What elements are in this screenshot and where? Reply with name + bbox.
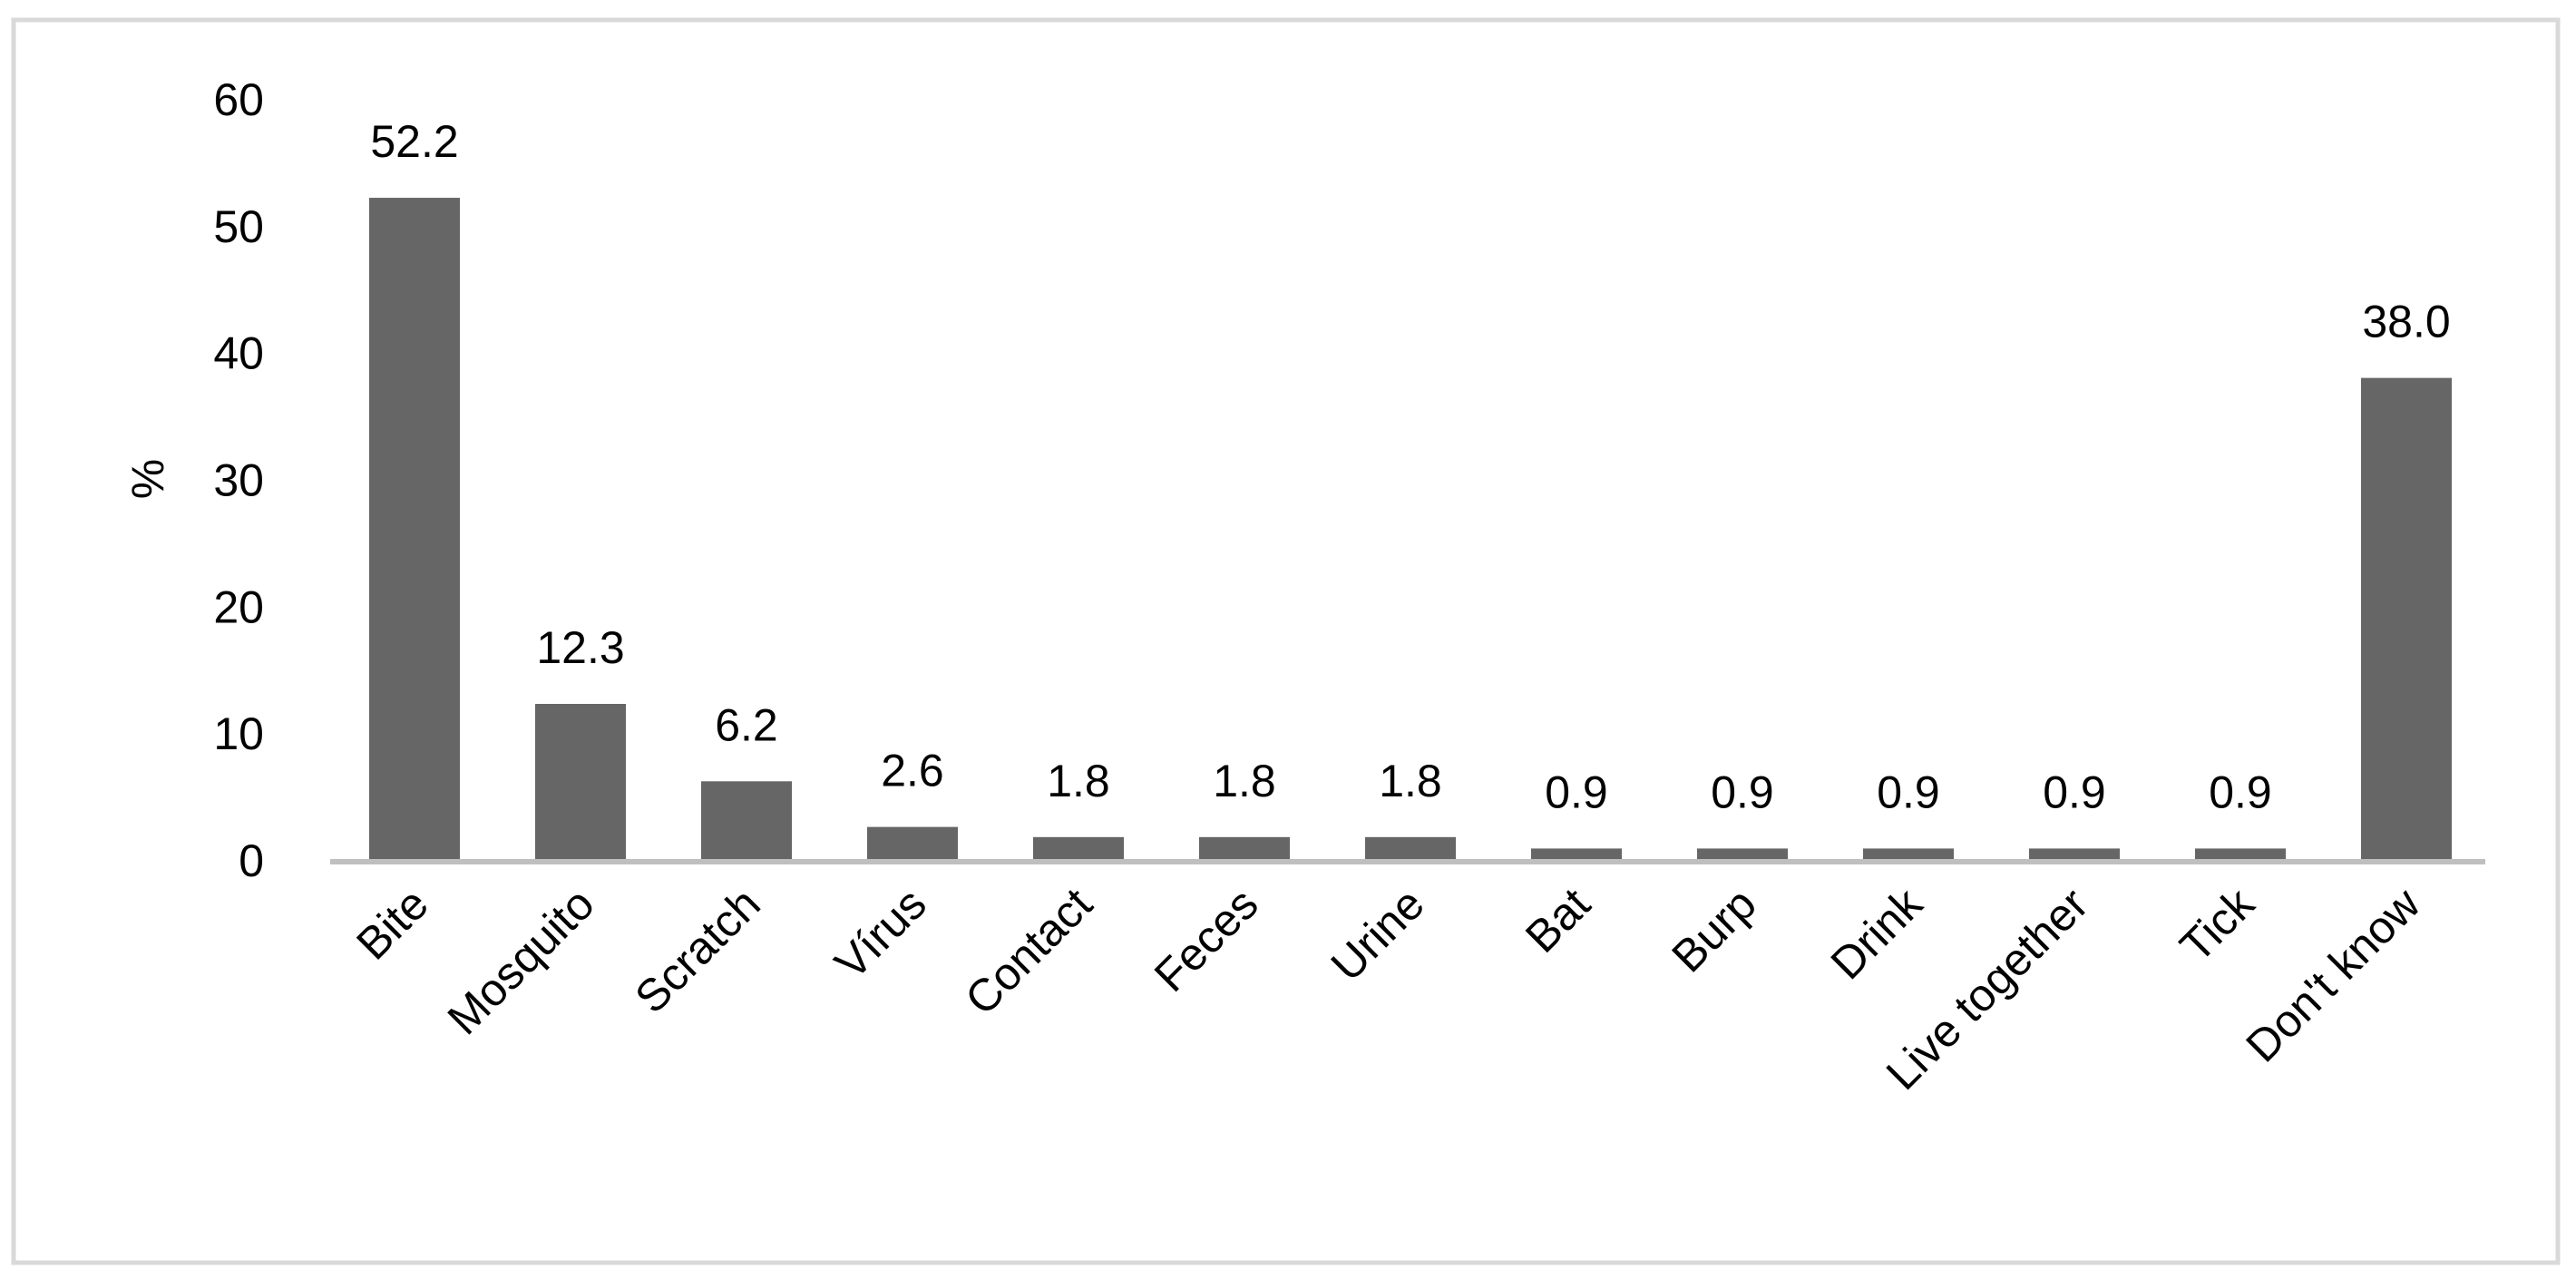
bar (369, 198, 460, 860)
bar (701, 781, 792, 860)
y-tick-label: 60 (213, 74, 264, 125)
data-label: 0.9 (1545, 766, 1608, 817)
bar (1199, 836, 1290, 860)
bar (1531, 848, 1622, 860)
data-label: 0.9 (2043, 766, 2106, 817)
y-tick-label: 20 (213, 581, 264, 632)
data-label: 38.0 (2362, 297, 2450, 347)
data-label: 1.8 (1379, 756, 1442, 806)
data-label: 12.3 (536, 622, 624, 673)
y-tick-label: 40 (213, 328, 264, 379)
data-label: 1.8 (1047, 756, 1110, 806)
data-label: 52.2 (370, 116, 458, 167)
y-tick-label: 10 (213, 708, 264, 759)
bar (2195, 848, 2286, 860)
y-tick-label: 30 (213, 455, 264, 506)
bar (2029, 848, 2120, 860)
data-label: 6.2 (715, 699, 778, 750)
data-label: 1.8 (1213, 756, 1276, 806)
y-tick-label: 50 (213, 201, 264, 252)
data-label: 0.9 (1877, 766, 1940, 817)
bar (867, 826, 958, 860)
bar (1697, 848, 1788, 860)
bar (1365, 836, 1456, 860)
bar (2361, 377, 2452, 861)
y-tick-label: 0 (239, 835, 264, 886)
data-label: 0.9 (1711, 766, 1774, 817)
bar (1863, 848, 1954, 860)
bar (535, 704, 626, 860)
y-axis-label: % (122, 459, 173, 499)
data-label: 0.9 (2209, 766, 2272, 817)
bar (1033, 836, 1124, 860)
data-label: 2.6 (881, 746, 944, 796)
